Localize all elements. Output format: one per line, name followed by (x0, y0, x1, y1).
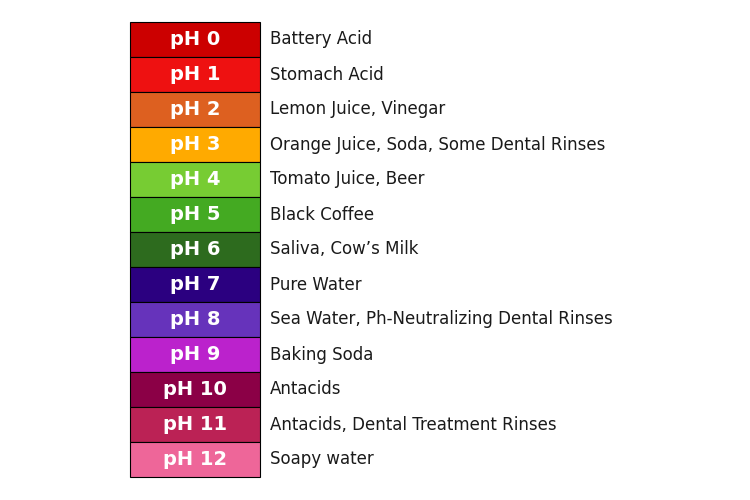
Bar (130, 22, 260, 57)
Text: Battery Acid: Battery Acid (270, 30, 372, 48)
Text: pH 10: pH 10 (163, 380, 227, 399)
Bar (130, 337, 260, 372)
Text: Baking Soda: Baking Soda (270, 346, 374, 364)
Bar (130, 57, 260, 92)
Text: pH 12: pH 12 (163, 450, 227, 469)
Bar (130, 127, 260, 162)
Text: Black Coffee: Black Coffee (270, 206, 374, 224)
Text: Saliva, Cow’s Milk: Saliva, Cow’s Milk (270, 240, 419, 258)
Text: pH 4: pH 4 (170, 170, 220, 189)
Text: pH 7: pH 7 (170, 275, 220, 294)
Bar (130, 162, 260, 197)
Text: pH 2: pH 2 (170, 100, 220, 119)
Bar (130, 197, 260, 232)
Text: pH 0: pH 0 (170, 30, 220, 49)
Bar (130, 407, 260, 442)
Text: Soapy water: Soapy water (270, 450, 374, 468)
Text: pH 3: pH 3 (170, 135, 220, 154)
Text: pH 8: pH 8 (170, 310, 220, 329)
Text: Orange Juice, Soda, Some Dental Rinses: Orange Juice, Soda, Some Dental Rinses (270, 136, 605, 154)
Text: Antacids: Antacids (270, 380, 341, 398)
Text: pH 9: pH 9 (170, 345, 220, 364)
Text: pH 11: pH 11 (163, 415, 227, 434)
Text: pH 6: pH 6 (170, 240, 220, 259)
Bar (130, 92, 260, 127)
Text: Stomach Acid: Stomach Acid (270, 66, 384, 84)
Text: pH 1: pH 1 (170, 65, 220, 84)
Bar (130, 372, 260, 407)
Text: Antacids, Dental Treatment Rinses: Antacids, Dental Treatment Rinses (270, 416, 556, 434)
Bar (130, 232, 260, 267)
Text: Sea Water, Ph-Neutralizing Dental Rinses: Sea Water, Ph-Neutralizing Dental Rinses (270, 310, 613, 328)
Bar (130, 302, 260, 337)
Text: Lemon Juice, Vinegar: Lemon Juice, Vinegar (270, 100, 446, 118)
Text: Pure Water: Pure Water (270, 276, 362, 293)
Bar (130, 267, 260, 302)
Bar (130, 442, 260, 477)
Text: pH 5: pH 5 (170, 205, 220, 224)
Text: Tomato Juice, Beer: Tomato Juice, Beer (270, 170, 424, 188)
